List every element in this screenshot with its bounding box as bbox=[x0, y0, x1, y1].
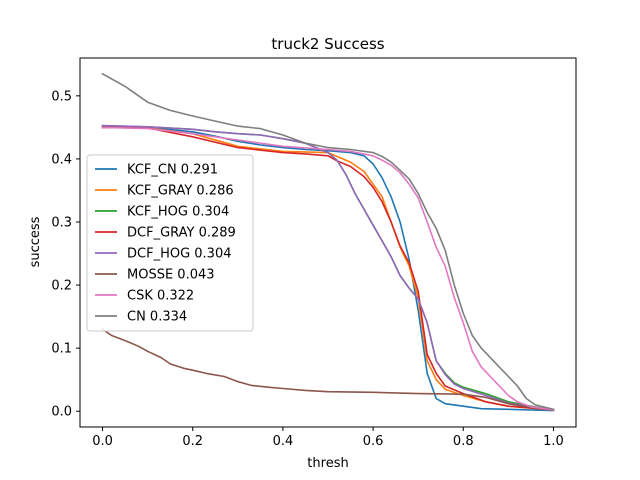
legend-entry: DCF_HOG 0.304 bbox=[127, 247, 232, 262]
y-tick-label: 0.4 bbox=[51, 152, 72, 167]
x-tick-label: 0.6 bbox=[363, 434, 384, 449]
y-tick-label: 0.1 bbox=[51, 342, 72, 357]
x-tick-label: 1.0 bbox=[543, 434, 564, 449]
y-axis-label: success bbox=[28, 216, 43, 267]
y-tick-label: 0.2 bbox=[51, 279, 72, 294]
x-tick-label: 0.8 bbox=[453, 434, 474, 449]
series-layer bbox=[101, 72, 555, 412]
legend-box bbox=[86, 154, 254, 332]
legend-entry: CSK 0.322 bbox=[127, 289, 194, 304]
x-tick-label: 0.0 bbox=[92, 434, 113, 449]
legend: KCF_CN 0.291 KCF_GRAY 0.286 KCF_HOG 0.304 D… bbox=[86, 154, 254, 332]
chart-title: truck2 Success bbox=[271, 35, 384, 53]
series-line-7 bbox=[101, 72, 555, 411]
y-tick-label: 0.3 bbox=[51, 216, 72, 231]
legend-entry: KCF_GRAY 0.286 bbox=[127, 184, 234, 199]
legend-entry: KCF_CN 0.291 bbox=[127, 163, 218, 178]
y-tick-label: 0.0 bbox=[51, 405, 72, 420]
x-tick-label: 0.2 bbox=[182, 434, 203, 449]
series-line-6 bbox=[101, 126, 555, 411]
series-line-0 bbox=[101, 125, 555, 412]
x-axis-label: thresh bbox=[307, 456, 348, 471]
y-axis: 0.0 0.1 0.2 0.3 0.4 0.5 bbox=[51, 89, 80, 420]
series-line-4 bbox=[101, 124, 555, 411]
legend-entry: DCF_GRAY 0.289 bbox=[127, 226, 236, 241]
legend-entry: KCF_HOG 0.304 bbox=[127, 205, 229, 220]
plot-frame bbox=[79, 57, 577, 428]
y-tick-label: 0.5 bbox=[51, 89, 72, 104]
legend-entry: CN 0.334 bbox=[127, 310, 187, 325]
x-tick-label: 0.4 bbox=[273, 434, 294, 449]
x-axis: 0.0 0.2 0.4 0.6 0.8 1.0 bbox=[92, 427, 564, 449]
series-line-5 bbox=[101, 328, 555, 411]
legend-entry: MOSSE 0.043 bbox=[127, 268, 215, 283]
